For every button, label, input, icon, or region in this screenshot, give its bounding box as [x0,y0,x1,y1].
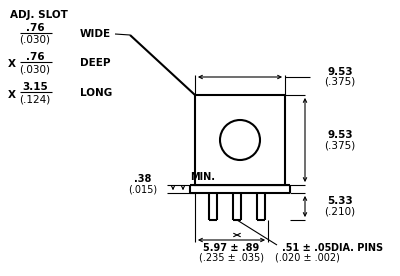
Text: 9.53: 9.53 [327,67,353,77]
Text: .76: .76 [26,52,44,62]
Text: WIDE: WIDE [80,29,111,39]
Text: (.375): (.375) [324,77,356,87]
Text: .38: .38 [134,174,152,184]
Text: X: X [8,59,16,69]
Text: MIN.: MIN. [190,172,215,182]
Circle shape [220,120,260,160]
Text: DEEP: DEEP [80,58,110,68]
Text: (.030): (.030) [20,65,50,75]
Text: (.124): (.124) [19,95,51,105]
Text: LONG: LONG [80,88,112,98]
Text: 5.97 ± .89: 5.97 ± .89 [203,243,260,253]
Text: 9.53: 9.53 [327,130,353,140]
Text: (.210): (.210) [324,206,356,216]
Text: .76: .76 [26,23,44,33]
Text: (.020 ± .002): (.020 ± .002) [274,253,340,263]
Text: (.030): (.030) [20,35,50,45]
Text: 3.15: 3.15 [22,82,48,92]
Text: 5.33: 5.33 [327,197,353,206]
Text: X: X [8,90,16,100]
Bar [195,95,285,185]
Text: (.235 ± .035): (.235 ± .035) [199,253,264,263]
Text: ADJ. SLOT: ADJ. SLOT [10,10,68,20]
Text: .51 ± .05: .51 ± .05 [282,243,332,253]
Text: (.375): (.375) [324,140,356,150]
Text: (.015): (.015) [128,184,158,194]
Text: DIA. PINS: DIA. PINS [331,243,383,253]
